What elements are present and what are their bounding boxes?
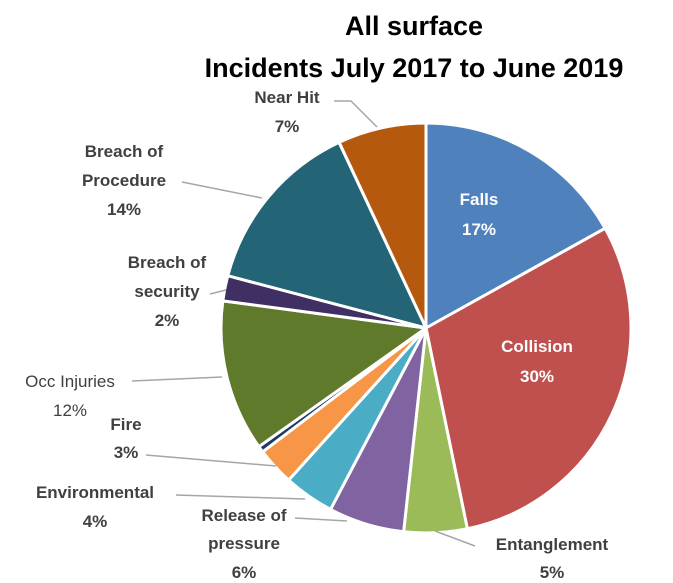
label-collision-pct: 30% [520,367,554,386]
label-collision: Collision [501,337,573,356]
label-breach-of-security-pct: 2% [155,311,180,330]
label-falls-pct: 17% [462,220,496,239]
leader-line-occ-injuries [131,376,223,382]
label-breach-of-security-2: security [134,282,200,301]
leader-line-release-of-pressure [294,517,348,522]
label-release-of-pressure-1: Release of [201,506,286,525]
label-entanglement: Entanglement [496,535,609,554]
chart-title-line1: All surface [345,11,483,41]
label-occ-injuries: Occ Injuries [25,372,115,391]
pie-slice-breach-of-procedure [226,140,428,330]
leader-line-breach-of-security [209,289,227,295]
pie-slice-occ-injuries [219,299,428,449]
label-breach-of-procedure-2: Procedure [82,171,166,190]
leader-line-near-hit [334,100,378,128]
label-release-of-pressure-pct: 6% [232,563,257,582]
label-fire: Fire [110,415,141,434]
pie-slice-collision [424,226,633,531]
label-near-hit-pct: 7% [275,117,300,136]
pie-slice-near-hit [337,121,428,330]
chart-title-line2: Incidents July 2017 to June 2019 [205,53,624,83]
label-environmental-pct: 4% [83,512,108,531]
label-breach-of-procedure-pct: 14% [107,200,141,219]
leader-line-fire [145,454,277,467]
label-falls: Falls [460,190,499,209]
leader-line-environmental [175,494,306,500]
label-release-of-pressure-2: pressure [208,534,280,553]
label-breach-of-security-1: Breach of [128,253,207,272]
pie-slice-falls [424,121,607,330]
leader-line-breach-of-procedure [181,181,263,199]
label-occ-injuries-pct: 12% [53,401,87,420]
leader-line-entanglement [434,530,476,547]
label-environmental: Environmental [36,483,154,502]
label-fire-pct: 3% [114,443,139,462]
pie-slices [219,121,633,535]
label-breach-of-procedure-1: Breach of [85,142,164,161]
leader-lines [131,100,476,547]
label-near-hit: Near Hit [254,88,320,107]
label-entanglement-pct: 5% [540,563,565,582]
